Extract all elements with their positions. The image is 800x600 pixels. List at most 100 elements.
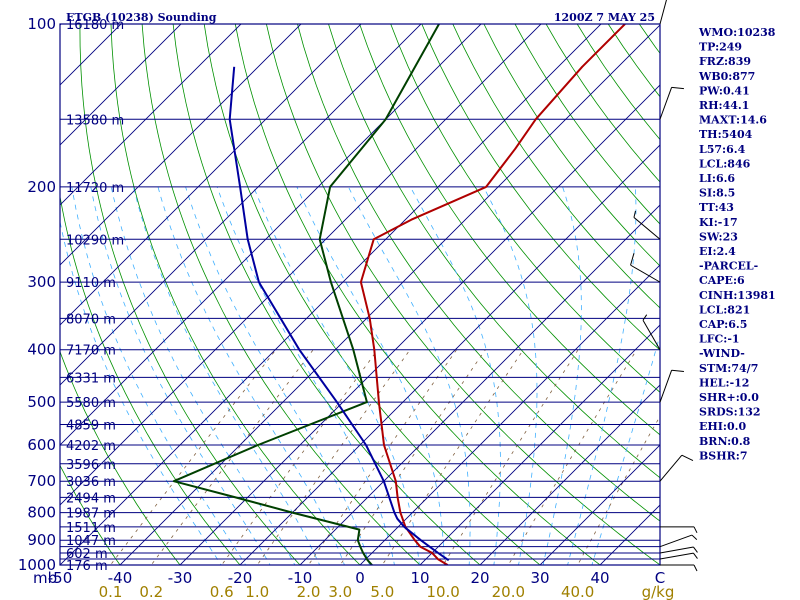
height-label: 4859 m — [66, 419, 116, 434]
wind-barb-flag — [693, 552, 698, 559]
mixing-ratio-axis-labels: 0.1 0.2 0.6 1.0 2.0 3.0 5.0 10.0 20.0 40.0 g/kg — [99, 583, 675, 600]
height-label: 5580 m — [66, 396, 116, 411]
wind-barb-staff — [642, 320, 661, 350]
dry-adiabat — [203, 24, 541, 565]
temperature-unit-label: C — [655, 569, 665, 587]
moist-adiabat — [185, 186, 370, 565]
index-value: LFC:-1 — [699, 333, 740, 346]
wind-barb — [659, 86, 684, 120]
mixing-ratio-tick-label: 0.6 — [210, 583, 234, 600]
wind-barb — [660, 526, 698, 534]
wind-barb-staff — [659, 0, 667, 25]
wind-barb-flag — [630, 253, 635, 266]
dry-adiabat — [60, 350, 181, 565]
index-value: TH:5404 — [699, 128, 753, 141]
dry-adiabat — [266, 24, 660, 565]
index-value: SI:8.5 — [699, 187, 735, 200]
index-value: CAP:6.5 — [699, 318, 747, 331]
wind-barb-flag — [693, 546, 698, 553]
wind-barb-flag — [671, 86, 684, 90]
pressure-axis-labels: 100 200 300 400 500 600 700 800 900 1000 — [18, 15, 56, 574]
moist-adiabat — [157, 186, 345, 565]
wind-barb-staff — [659, 534, 693, 548]
height-label: 13580 m — [66, 113, 124, 128]
wind-barb-staff — [659, 552, 694, 560]
moist-adiabat — [567, 186, 637, 565]
isotherms — [60, 24, 660, 565]
wind-barb — [659, 534, 698, 548]
height-label: 1987 m — [66, 507, 116, 522]
dewpoint-line — [172, 24, 440, 565]
moist-adiabat — [348, 186, 471, 565]
wind-barb-staff — [659, 454, 683, 482]
moist-adiabat — [216, 186, 395, 565]
index-value: WMO:10238 — [698, 26, 776, 39]
moist-adiabat — [483, 186, 538, 565]
dry-adiabat — [141, 24, 421, 565]
parcel-line — [228, 66, 450, 562]
isotherm — [539, 444, 660, 565]
height-label: 3036 m — [66, 475, 116, 490]
pressure-unit-label: mb — [33, 569, 57, 587]
temperature-tick-label: 10 — [410, 569, 429, 587]
dry-adiabat — [60, 464, 121, 565]
dry-adiabat — [452, 24, 660, 309]
index-value: -PARCEL- — [699, 260, 758, 273]
moist-adiabat — [542, 186, 582, 565]
height-label: 11720 m — [66, 181, 124, 196]
index-value: -WIND- — [699, 347, 745, 360]
height-labels: 16180 m 13580 m 11720 m 10290 m 9110 m 8070 m… — [66, 18, 124, 574]
index-value: SRDS:132 — [699, 406, 761, 419]
index-value: TP:249 — [699, 41, 742, 54]
pressure-tick-label: 700 — [27, 472, 56, 490]
height-label: 7170 m — [66, 344, 116, 359]
isotherm — [299, 204, 660, 565]
wind-barb-flag — [671, 369, 684, 372]
wind-barbs — [630, 0, 698, 572]
isotherm — [60, 24, 302, 266]
wind-barb-flag — [633, 210, 636, 218]
pressure-tick-label: 100 — [27, 15, 56, 33]
wind-barb — [659, 454, 694, 482]
isotherm — [479, 384, 660, 565]
isotherm — [60, 24, 182, 146]
index-value: CAPE:6 — [699, 274, 745, 287]
mixing-ratio-tick-label: 20.0 — [492, 583, 525, 600]
index-value: L57:6.4 — [699, 143, 746, 156]
mixing-ratio-line — [339, 349, 486, 565]
dry-adiabat — [359, 24, 660, 436]
temperature-tick-label: 0 — [355, 569, 365, 587]
temperature-line — [359, 24, 626, 565]
temperature-tick-label: 40 — [590, 569, 609, 587]
dry-adiabat — [79, 24, 301, 565]
wind-barb-staff — [630, 264, 661, 283]
temperature-tick-label: -20 — [228, 569, 253, 587]
pressure-tick-label: 900 — [27, 531, 56, 549]
index-value: HEL:-12 — [699, 376, 749, 389]
isotherm — [60, 24, 362, 326]
height-label: 16180 m — [66, 18, 124, 33]
index-value: LCL:821 — [699, 303, 750, 316]
dry-adiabat — [297, 24, 660, 522]
wind-barb-flag — [693, 564, 698, 572]
mixing-ratio-tick-label: 40.0 — [561, 583, 594, 600]
dry-adiabat — [60, 194, 241, 565]
mixing-ratio-tick-label: 3.0 — [328, 583, 352, 600]
isotherm — [239, 144, 660, 565]
mixing-ratio-tick-label: 0.2 — [139, 583, 163, 600]
height-label: 3596 m — [66, 458, 116, 473]
height-label: 1047 m — [66, 534, 116, 549]
pressure-tick-label: 500 — [27, 393, 56, 411]
station-title: ETGB (10238) Sounding — [66, 11, 217, 24]
moist-adiabat — [90, 186, 271, 565]
pressure-tick-label: 200 — [27, 178, 56, 196]
wind-barb — [630, 253, 661, 283]
index-value: FRZ:839 — [699, 55, 751, 68]
wind-barb — [660, 564, 698, 572]
wind-barb-flag — [693, 526, 698, 534]
moist-adiabat — [60, 219, 222, 565]
mixing-ratio-line — [110, 349, 277, 565]
index-value: EI:2.4 — [699, 245, 736, 258]
temperature-tick-label: -40 — [108, 569, 133, 587]
isotherm — [60, 24, 542, 506]
